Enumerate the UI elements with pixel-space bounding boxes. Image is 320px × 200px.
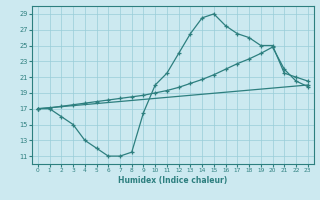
X-axis label: Humidex (Indice chaleur): Humidex (Indice chaleur)	[118, 176, 228, 185]
